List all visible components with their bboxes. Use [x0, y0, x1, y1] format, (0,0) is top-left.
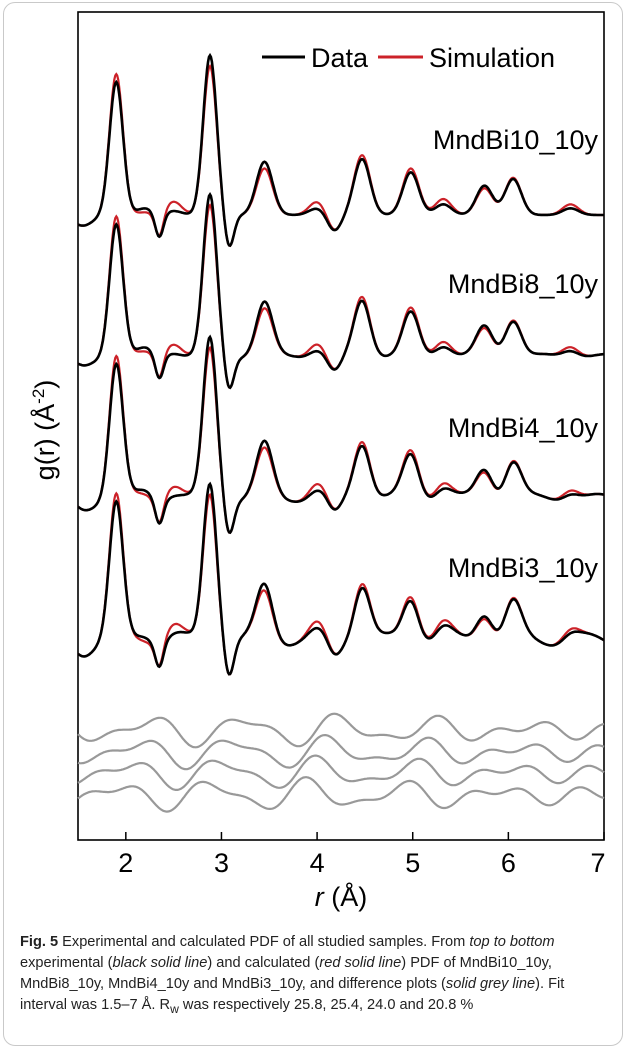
y-label-close: )	[30, 380, 60, 389]
difference-line-2	[77, 734, 605, 771]
x-tick-label-4: 4	[310, 848, 325, 878]
x-tick-label-3: 3	[214, 848, 229, 878]
caption-text-5: ). Fit interval was 1.5–7 Å. R	[20, 976, 565, 1013]
legend-sim-label: Simulation	[429, 43, 555, 73]
x-tick-label-5: 5	[405, 848, 420, 878]
x-axis-ticks: 2 3 4 5 6 7	[118, 832, 606, 878]
x-label-var: r	[315, 882, 325, 912]
panel-label-3: MndBi4_10y	[448, 413, 599, 443]
panel-label-1: MndBi10_10y	[433, 125, 599, 155]
y-label-main: g(r) (Å	[29, 404, 60, 481]
panel-2-data-line	[77, 192, 604, 390]
panel-3-data-line	[77, 334, 605, 535]
legend: Data Simulation	[262, 43, 555, 73]
difference-line-3	[77, 754, 605, 791]
figure-caption: Fig. 5 Experimental and calculated PDF o…	[20, 932, 610, 1020]
x-tick-label-6: 6	[501, 848, 516, 878]
panel-label-2: MndBi8_10y	[448, 269, 599, 299]
caption-label: Fig. 5	[20, 934, 59, 950]
caption-em-2: black solid line	[112, 955, 208, 971]
x-tick-label-7: 7	[590, 848, 605, 878]
caption-text-2: experimental (	[20, 955, 113, 971]
caption-em-1: top to bottom	[469, 934, 555, 950]
caption-text-6: was respectively 25.8, 25.4, 24.0 and 20…	[178, 997, 474, 1013]
caption-text-4: ) PDF of MndBi10_10y, MndBi8_10y, MndBi4…	[20, 955, 552, 992]
difference-line-1	[77, 712, 605, 749]
caption-em-4: solid grey line	[445, 976, 536, 992]
y-label-sup: -2	[29, 389, 48, 404]
legend-data-label: Data	[311, 43, 369, 73]
pdf-chart: 2 3 4 5 6 7 Data Simulation MndBi10_10y MndBi…	[29, 11, 606, 912]
x-tick-label-2: 2	[118, 848, 133, 878]
plot-area	[77, 11, 605, 841]
curves-group	[77, 52, 605, 813]
caption-text-1: Experimental and calculated PDF of all s…	[58, 934, 470, 950]
panel-label-4: MndBi3_10y	[448, 553, 599, 583]
panel-1-sim-line	[77, 63, 604, 248]
caption-text-3: ) and calculated (	[207, 955, 320, 971]
difference-line-4	[77, 776, 605, 813]
panel-4-data-line	[77, 481, 605, 676]
x-axis-label: r (Å)	[315, 881, 368, 912]
caption-em-3: red solid line	[319, 955, 402, 971]
x-label-unit: (Å)	[331, 881, 367, 912]
panel-1-data-line	[77, 52, 604, 248]
figure-frame	[3, 2, 623, 1046]
caption-sub: w	[170, 1001, 179, 1016]
y-axis-label: g(r) (Å-2)	[29, 380, 60, 481]
